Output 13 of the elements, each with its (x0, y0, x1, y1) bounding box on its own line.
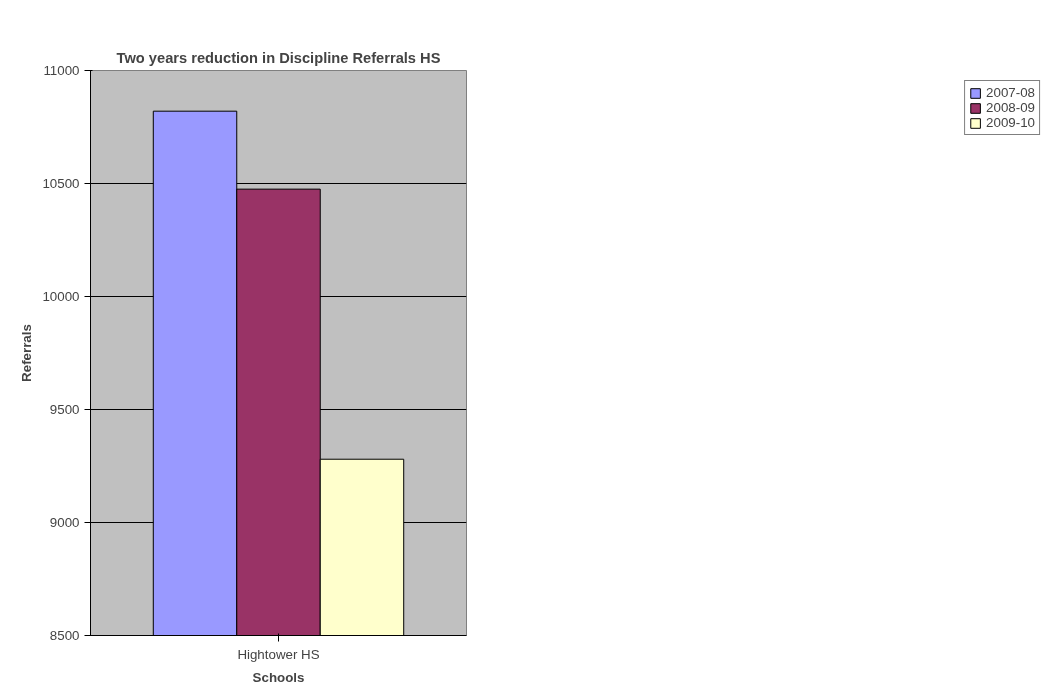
y-tick-label: 10500 (42, 176, 80, 191)
x-tick-label: Hightower HS (237, 646, 320, 662)
y-axis-title: Referrals (19, 324, 35, 382)
x-axis-title: Schools (252, 669, 305, 685)
y-tick-label: 9500 (49, 402, 80, 417)
legend-label: 2007-08 (986, 85, 1035, 100)
y-tick-label: 11000 (43, 63, 80, 78)
y-tick-label: 10000 (42, 289, 80, 304)
legend-label: 2008-09 (986, 100, 1035, 115)
y-tick-label: 9000 (49, 515, 80, 530)
legend-label: 2009-10 (986, 115, 1035, 130)
y-tick-label: 8500 (49, 628, 80, 643)
chart-title: Two years reduction in Discipline Referrals HS (116, 49, 441, 66)
